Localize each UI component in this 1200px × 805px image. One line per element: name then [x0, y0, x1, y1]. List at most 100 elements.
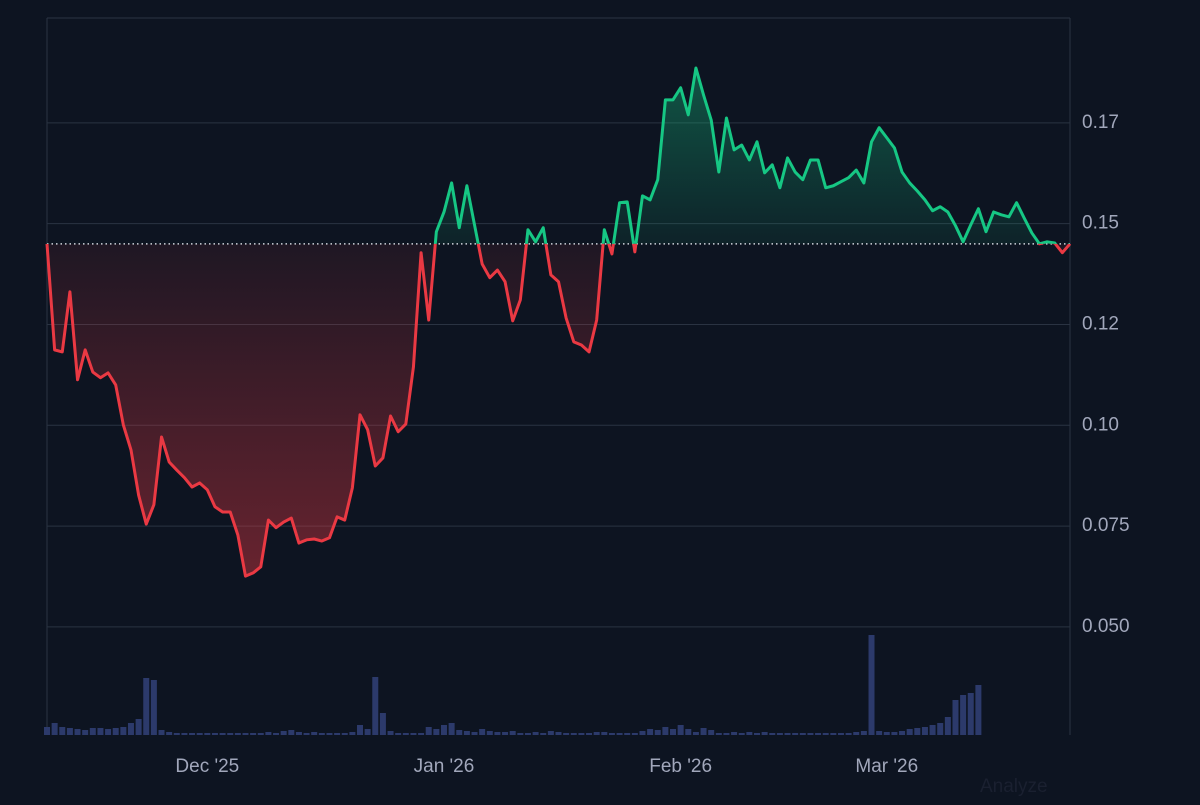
volume-bar	[547, 731, 554, 735]
volume-bar	[524, 733, 531, 735]
price-line-up	[47, 66, 1070, 244]
volume-bar	[868, 635, 875, 735]
volume-bar	[127, 723, 134, 735]
y-tick-label: 0.10	[1082, 414, 1119, 435]
volume-bar	[509, 731, 516, 735]
volume-bar	[784, 733, 791, 735]
volume-bar	[876, 731, 883, 735]
volume-bar	[349, 732, 356, 735]
volume-bar	[433, 729, 440, 735]
volume-bar	[379, 713, 386, 735]
volume-bar	[830, 733, 837, 735]
volume-bar	[677, 725, 684, 735]
volume-bar	[807, 733, 814, 735]
volume-bar	[738, 733, 745, 735]
volume-bar	[173, 733, 180, 735]
volume-bar	[937, 723, 944, 735]
volume-bar	[601, 732, 608, 735]
volume-bar	[143, 678, 150, 735]
volume-bar	[815, 733, 822, 735]
plot-layer: 0.050 0.075 0.10 0.12 0.15 0.17 Dec '25 Jan '26…	[44, 66, 1130, 777]
volume-bar	[776, 733, 783, 735]
volume-bar	[303, 733, 310, 735]
volume-bar	[196, 733, 203, 735]
volume-bar	[944, 717, 951, 735]
volume-bar	[410, 733, 417, 735]
volume-bar	[105, 729, 112, 735]
volume-bar	[66, 728, 73, 735]
volume-bar	[59, 727, 66, 735]
volume-bar	[471, 732, 478, 735]
volume-bar	[608, 733, 615, 735]
volume-bar	[692, 732, 699, 735]
volume-bar	[647, 729, 654, 735]
volume-bar	[265, 732, 272, 735]
volume-bar	[631, 733, 638, 735]
volume-bar	[372, 677, 379, 735]
volume-bar	[792, 733, 799, 735]
volume-bar	[586, 733, 593, 735]
volume-bar	[89, 728, 96, 735]
volume-bar	[334, 733, 341, 735]
volume-bar	[563, 733, 570, 735]
volume-bar	[891, 732, 898, 735]
x-tick-label: Feb '26	[649, 756, 712, 777]
volume-bar	[440, 725, 447, 735]
volume-bar	[448, 723, 455, 735]
volume-bar	[914, 728, 921, 735]
volume-bar	[295, 732, 302, 735]
volume-bar	[364, 729, 371, 735]
volume-bar	[318, 733, 325, 735]
area-up	[435, 68, 1056, 244]
volume-bar	[975, 685, 982, 735]
volume-bar	[418, 733, 425, 735]
volume-bar	[952, 700, 959, 735]
volume-bar	[746, 732, 753, 735]
volume-bar	[120, 727, 127, 735]
volume-bar	[616, 733, 623, 735]
volume-bar	[189, 733, 196, 735]
volume-bar	[97, 728, 104, 735]
volume-bar	[685, 729, 692, 735]
volume-bar	[502, 732, 509, 735]
volume-bar	[166, 732, 173, 735]
volume-bar	[227, 733, 234, 735]
volume-bar	[456, 730, 463, 735]
volume-bar	[593, 732, 600, 735]
volume-bar	[654, 730, 661, 735]
volume-bar	[540, 733, 547, 735]
volume-bar	[494, 732, 501, 735]
volume-bar	[723, 733, 730, 735]
volume-bar	[883, 732, 890, 735]
volume-bar	[311, 732, 318, 735]
volume-bar	[463, 731, 470, 735]
analyze-link[interactable]: Analyze	[980, 776, 1048, 797]
volume-bar	[273, 733, 280, 735]
volume-bar	[288, 730, 295, 735]
volume-bar	[731, 732, 738, 735]
area-down	[47, 243, 1070, 577]
volume-bar	[921, 727, 928, 735]
volume-bar	[326, 733, 333, 735]
volume-bar	[570, 733, 577, 735]
volume-bar	[899, 731, 906, 735]
x-tick-label: Jan '26	[414, 756, 475, 777]
volume-bar	[82, 730, 89, 735]
volume-bar	[578, 733, 585, 735]
y-tick-label: 0.075	[1082, 515, 1130, 536]
volume-bar	[753, 733, 760, 735]
volume-bar	[387, 731, 394, 735]
volume-bar	[837, 733, 844, 735]
x-tick-label: Mar '26	[855, 756, 918, 777]
volume-bar	[517, 733, 524, 735]
volume-bar	[135, 719, 142, 735]
volume-bar	[700, 728, 707, 735]
y-tick-label: 0.15	[1082, 213, 1119, 234]
volume-bar	[799, 733, 806, 735]
volume-bar	[280, 731, 287, 735]
volume-bar	[357, 725, 364, 735]
volume-bar	[555, 732, 562, 735]
volume-bar	[769, 733, 776, 735]
volume-bar	[181, 733, 188, 735]
